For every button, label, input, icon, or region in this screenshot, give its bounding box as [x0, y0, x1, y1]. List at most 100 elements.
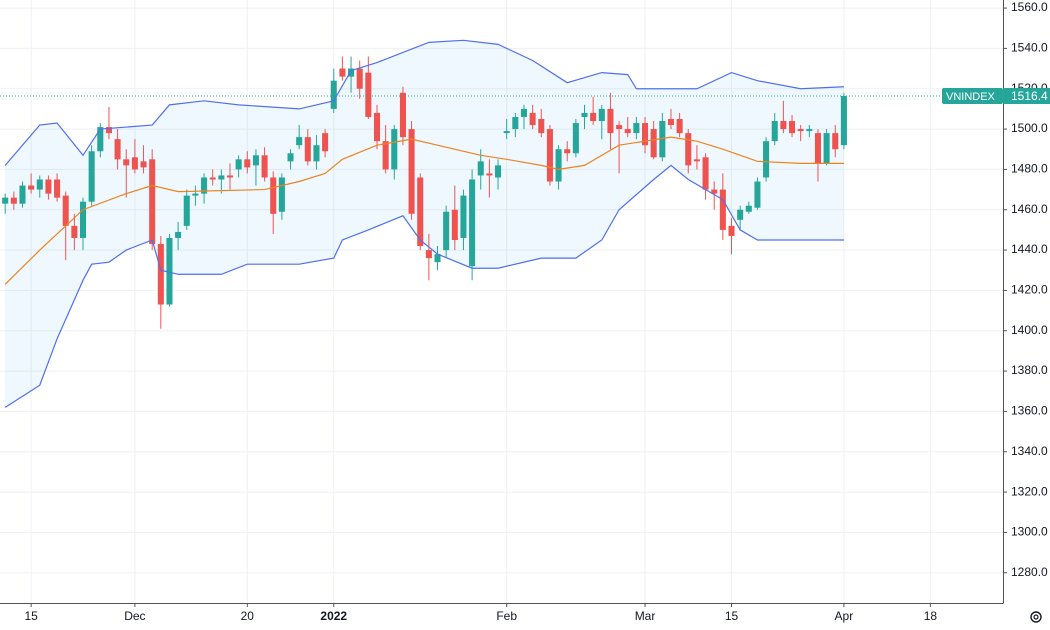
candle-body: [763, 141, 770, 178]
candle-body: [676, 118, 683, 134]
plot-area: [0, 39, 1003, 408]
x-tick-label: 20: [241, 609, 255, 623]
candle-body: [538, 118, 545, 134]
candle-body: [97, 127, 104, 152]
candle-body: [486, 173, 493, 176]
y-tick-label: 1280.0: [1011, 565, 1048, 579]
candle-body: [114, 139, 121, 160]
candle-body: [235, 159, 242, 170]
y-tick-label: 1320.0: [1011, 484, 1048, 498]
candle-body: [123, 159, 130, 166]
candle-body: [149, 159, 156, 245]
candle-body: [737, 209, 744, 220]
axes: 1280.0 1300.0 1320.0 1340.0 1360.0 1380.0 1400…: [24, 0, 1050, 623]
candle-body: [278, 177, 285, 212]
candle-body: [157, 244, 164, 305]
candle-body: [788, 121, 796, 134]
y-tick-label: 1300.0: [1011, 525, 1048, 539]
x-tick-label: 18: [924, 609, 938, 623]
candle-body: [54, 179, 61, 198]
symbol-label: VNINDEX: [946, 91, 996, 103]
candle-body: [607, 108, 614, 134]
gear-center: [1033, 614, 1039, 620]
candle-body: [754, 181, 761, 208]
candle-body: [460, 195, 467, 238]
candle-body: [425, 250, 432, 259]
candle-body: [832, 133, 839, 150]
y-tick-label: 1400.0: [1011, 323, 1048, 337]
candle-body: [365, 72, 372, 117]
symbol-label-box: [942, 87, 1003, 104]
candle-body: [79, 201, 87, 238]
candle-body: [702, 157, 709, 190]
overlay-line: [4, 39, 844, 166]
candle-body: [209, 177, 216, 180]
price-label: 1516.4: [1011, 89, 1048, 103]
candle-body: [382, 141, 389, 170]
candle-body: [624, 129, 631, 134]
y-tick-label: 1440.0: [1011, 242, 1048, 256]
candle-body: [633, 123, 640, 134]
candle-body: [391, 129, 398, 170]
candle-body: [417, 177, 424, 247]
x-tick-label: 15: [24, 609, 38, 623]
candle-body: [348, 68, 355, 77]
candle-body: [218, 175, 225, 180]
x-tick-label: Mar: [635, 609, 656, 623]
candle-body: [650, 129, 657, 158]
candle-body: [201, 177, 208, 194]
candle-body: [36, 179, 43, 190]
y-tick-label: 1500.0: [1011, 121, 1048, 135]
candle-body: [581, 112, 588, 117]
candle-body: [512, 116, 519, 130]
candle-body: [434, 254, 441, 263]
candle-body: [19, 185, 26, 204]
candle-body: [330, 80, 337, 109]
candle-body: [572, 123, 579, 154]
candle-body: [261, 155, 268, 178]
candle-body: [356, 68, 363, 89]
candle-body: [451, 209, 458, 240]
y-tick-label: 1360.0: [1011, 404, 1048, 418]
y-tick-label: 1340.0: [1011, 444, 1048, 458]
candle-body: [797, 129, 804, 132]
candle-body: [840, 95, 847, 146]
y-tick-label: 1540.0: [1011, 41, 1048, 55]
candle-body: [711, 189, 718, 194]
candle-body: [226, 175, 234, 178]
candle-body: [693, 159, 700, 162]
candle-body: [495, 165, 502, 178]
x-tick-label: Apr: [835, 609, 854, 623]
candle-body: [322, 133, 329, 152]
candle-body: [598, 108, 605, 122]
candle-body: [183, 195, 190, 226]
candle-body: [823, 133, 830, 164]
candle-body: [252, 155, 259, 166]
candle-body: [546, 129, 553, 182]
gear-ring: [1030, 611, 1042, 623]
candle-body: [244, 159, 251, 168]
settings-icon[interactable]: [1030, 611, 1042, 623]
candle-body: [469, 179, 476, 267]
candle-body: [10, 197, 17, 204]
candle-body: [270, 177, 277, 214]
candle-body: [313, 145, 320, 162]
candle-body: [520, 108, 528, 117]
candle-body: [503, 131, 510, 134]
candle-body: [642, 123, 649, 146]
candle-body: [719, 189, 726, 230]
candle-body: [728, 225, 735, 236]
candle-body: [62, 195, 69, 226]
y-tick-label: 1460.0: [1011, 202, 1048, 216]
candle-body: [806, 129, 813, 132]
candle-body: [667, 118, 674, 126]
candle-body: [2, 197, 9, 204]
candle-body: [555, 149, 562, 182]
candle-body: [339, 68, 346, 77]
candle-body: [745, 205, 752, 212]
candle-body: [659, 121, 666, 158]
candle-body: [175, 231, 182, 238]
candle-body: [477, 161, 484, 176]
